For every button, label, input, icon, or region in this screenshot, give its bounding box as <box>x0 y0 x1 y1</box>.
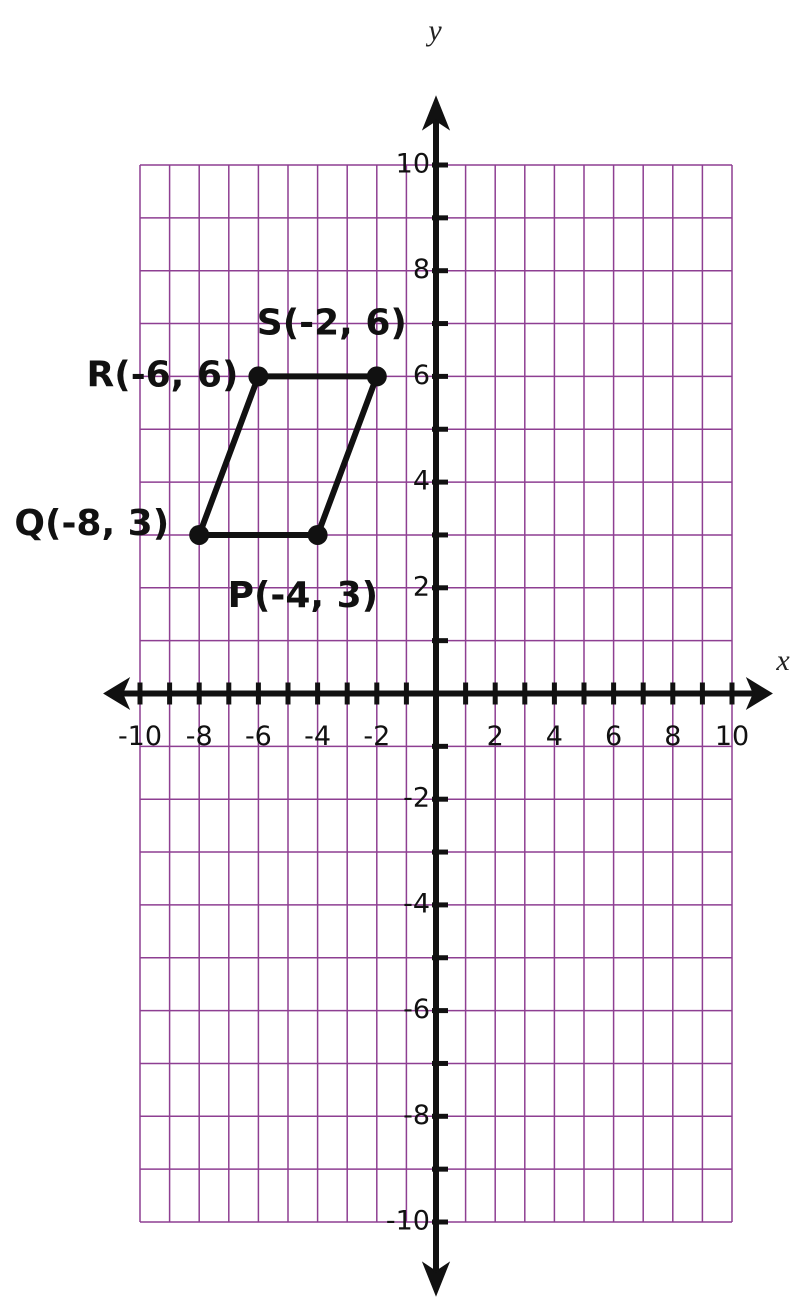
x-tick-label: 6 <box>605 721 622 752</box>
y-tick-label: 4 <box>413 466 430 497</box>
point-label: Q(-8, 3) <box>14 503 169 544</box>
point <box>248 366 269 387</box>
point <box>366 366 387 387</box>
y-tick-label: -10 <box>386 1206 430 1237</box>
y-axis-arrow <box>421 95 451 1297</box>
x-tick-label: 8 <box>664 721 681 752</box>
point-label: S(-2, 6) <box>257 302 407 343</box>
x-axis-label: x <box>775 644 790 677</box>
y-tick-label: -4 <box>403 888 430 919</box>
point-label: R(-6, 6) <box>87 354 239 395</box>
y-tick-label: -8 <box>403 1100 430 1131</box>
y-tick-label: 2 <box>413 571 430 602</box>
point <box>189 524 210 545</box>
point-label: P(-4, 3) <box>228 575 379 616</box>
point <box>307 524 328 545</box>
y-tick-label: -2 <box>403 783 430 814</box>
x-tick-label: -6 <box>245 721 272 752</box>
x-tick-label: 4 <box>546 721 563 752</box>
y-tick-label: 8 <box>413 254 430 285</box>
x-tick-label: -8 <box>186 721 213 752</box>
y-tick-label: 6 <box>413 360 430 391</box>
x-tick-label: 2 <box>487 721 504 752</box>
x-tick-label: 10 <box>715 721 749 752</box>
y-tick-label: -6 <box>403 994 430 1025</box>
y-tick-label: 10 <box>396 149 430 180</box>
x-tick-label: -4 <box>304 721 331 752</box>
x-tick-label: -2 <box>363 721 390 752</box>
x-axis-arrow <box>103 677 773 710</box>
x-tick-label: -10 <box>118 721 162 752</box>
y-axis-label: y <box>425 14 442 47</box>
